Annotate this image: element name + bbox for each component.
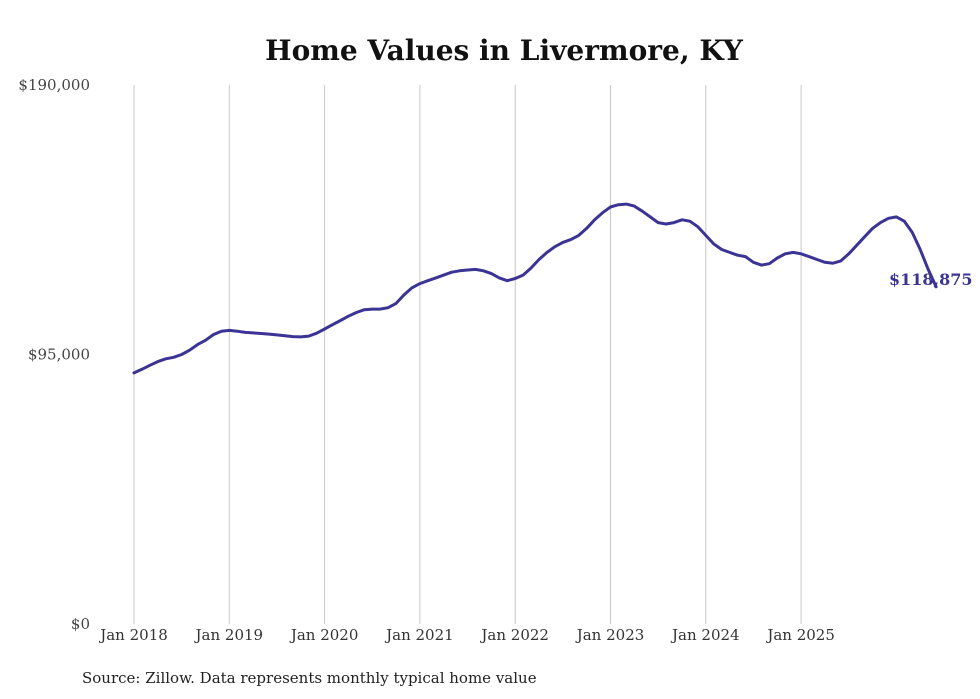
x-tick-label: Jan 2021 — [384, 626, 454, 644]
y-axis-ticks: $0 $95,000 $190,000 — [18, 76, 90, 633]
x-tick-label: Jan 2023 — [575, 626, 645, 644]
home-value-line — [132, 202, 938, 375]
x-tick-label: Jan 2025 — [765, 626, 835, 644]
x-tick-label: Jan 2020 — [289, 626, 359, 644]
x-tick-label: Jan 2024 — [670, 626, 740, 644]
y-tick-label: $190,000 — [18, 76, 90, 94]
x-tick-label: Jan 2019 — [194, 626, 264, 644]
source-note: Source: Zillow. Data represents monthly … — [82, 669, 537, 687]
y-tick-label: $95,000 — [28, 346, 90, 364]
y-tick-label: $0 — [71, 615, 90, 633]
x-tick-label: Jan 2022 — [479, 626, 549, 644]
x-tick-label: Jan 2018 — [98, 626, 168, 644]
vertical-gridlines — [133, 85, 802, 624]
x-axis-ticks: Jan 2018 Jan 2019 Jan 2020 Jan 2021 Jan 2022… — [98, 626, 835, 644]
chart-title: Home Values in Livermore, KY — [265, 34, 744, 67]
latest-value-label: $118,875 — [889, 270, 973, 289]
